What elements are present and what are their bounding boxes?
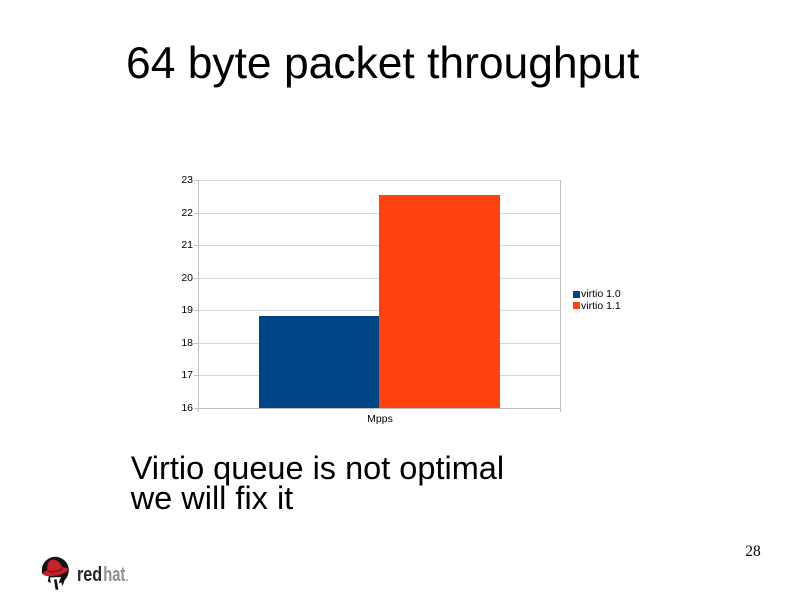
svg-text:hat: hat [103, 563, 125, 586]
svg-text:red: red [77, 562, 102, 585]
